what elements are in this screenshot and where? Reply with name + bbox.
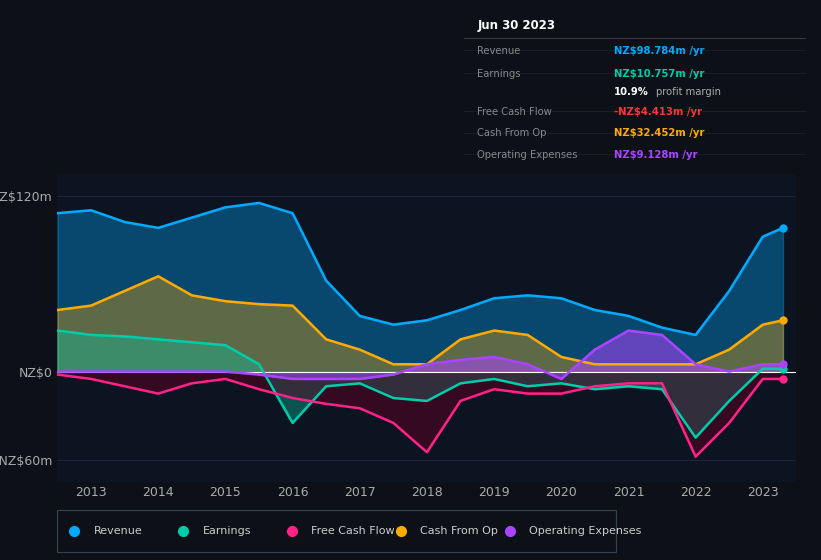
Text: NZ$98.784m /yr: NZ$98.784m /yr bbox=[614, 46, 704, 56]
Text: Jun 30 2023: Jun 30 2023 bbox=[478, 20, 556, 32]
Text: Cash From Op: Cash From Op bbox=[420, 526, 498, 535]
Text: 10.9%: 10.9% bbox=[614, 87, 649, 97]
Text: Earnings: Earnings bbox=[203, 526, 251, 535]
Text: Operating Expenses: Operating Expenses bbox=[530, 526, 641, 535]
Text: NZ$9.128m /yr: NZ$9.128m /yr bbox=[614, 150, 697, 160]
Text: Revenue: Revenue bbox=[478, 46, 521, 56]
Text: Earnings: Earnings bbox=[478, 69, 521, 79]
Text: Free Cash Flow: Free Cash Flow bbox=[478, 107, 553, 117]
Text: Free Cash Flow: Free Cash Flow bbox=[311, 526, 395, 535]
Text: Revenue: Revenue bbox=[94, 526, 143, 535]
Text: Cash From Op: Cash From Op bbox=[478, 128, 547, 138]
Text: Operating Expenses: Operating Expenses bbox=[478, 150, 578, 160]
Text: NZ$32.452m /yr: NZ$32.452m /yr bbox=[614, 128, 704, 138]
Text: NZ$10.757m /yr: NZ$10.757m /yr bbox=[614, 69, 704, 79]
Text: profit margin: profit margin bbox=[656, 87, 722, 97]
Text: -NZ$4.413m /yr: -NZ$4.413m /yr bbox=[614, 107, 702, 117]
